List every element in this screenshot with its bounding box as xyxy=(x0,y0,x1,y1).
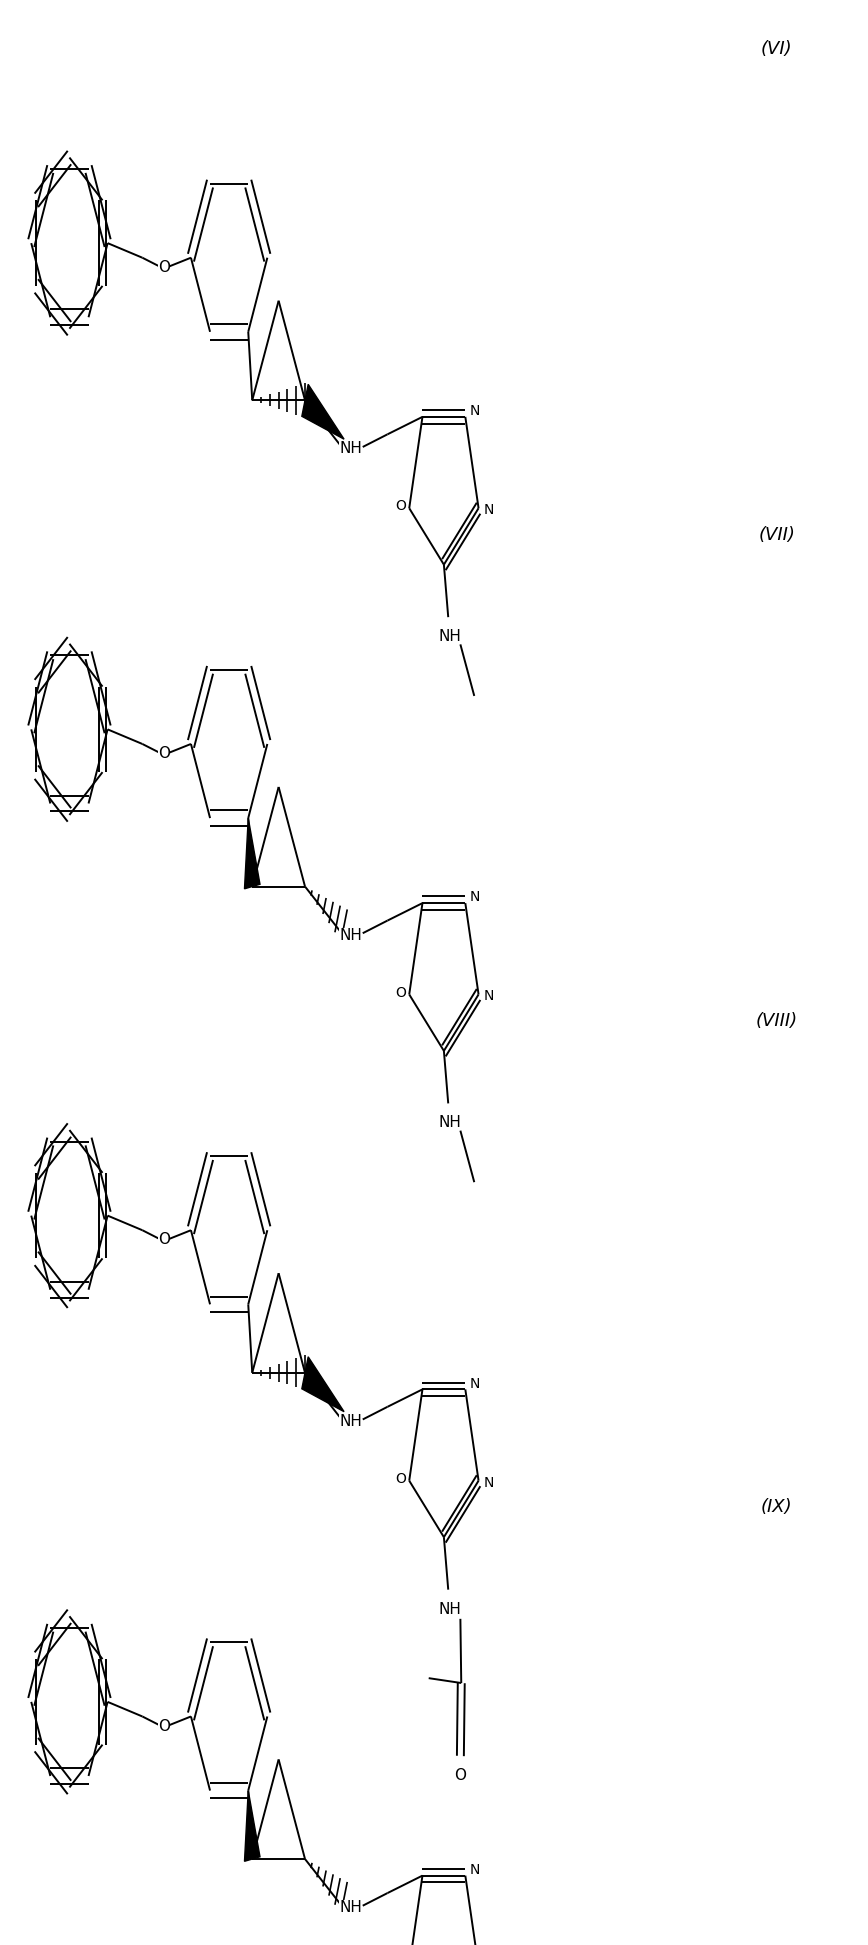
Polygon shape xyxy=(302,385,344,440)
Text: O: O xyxy=(395,1472,406,1486)
Text: NH: NH xyxy=(438,1114,462,1130)
Text: O: O xyxy=(158,747,170,760)
Text: O: O xyxy=(395,500,406,513)
Text: NH: NH xyxy=(438,1601,462,1616)
Text: N: N xyxy=(483,1476,494,1490)
Text: (VII): (VII) xyxy=(759,525,795,545)
Polygon shape xyxy=(245,1791,260,1861)
Text: (VIII): (VIII) xyxy=(756,1011,798,1031)
Text: (IX): (IX) xyxy=(761,1498,792,1517)
Text: N: N xyxy=(470,1377,480,1391)
Text: N: N xyxy=(470,891,480,904)
Polygon shape xyxy=(302,1358,344,1412)
Text: N: N xyxy=(483,990,494,1004)
Text: NH: NH xyxy=(438,628,462,644)
Text: O: O xyxy=(454,1768,466,1784)
Polygon shape xyxy=(245,819,260,889)
Text: NH: NH xyxy=(339,442,362,457)
Text: O: O xyxy=(158,1233,170,1247)
Text: NH: NH xyxy=(339,1414,362,1430)
Text: N: N xyxy=(470,405,480,418)
Text: O: O xyxy=(158,1719,170,1733)
Text: N: N xyxy=(470,1863,480,1877)
Text: O: O xyxy=(395,986,406,1000)
Text: NH: NH xyxy=(339,928,362,943)
Text: O: O xyxy=(158,261,170,274)
Text: N: N xyxy=(483,504,494,517)
Text: (VI): (VI) xyxy=(761,39,792,58)
Text: NH: NH xyxy=(339,1900,362,1916)
